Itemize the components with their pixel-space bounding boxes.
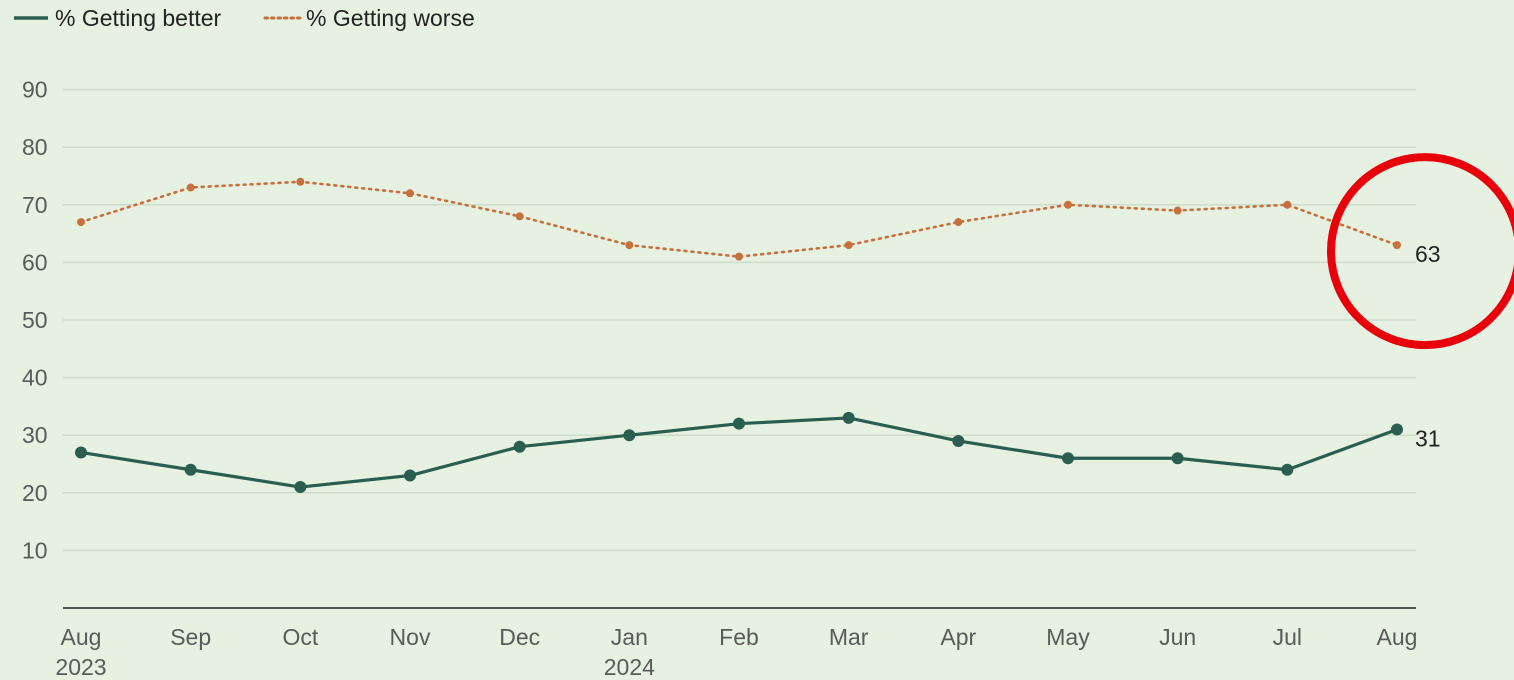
x-tick-label-6: Feb [719, 624, 759, 650]
x-year-label-5: 2024 [604, 654, 655, 680]
series-1-point-4 [515, 212, 524, 221]
series-1-point-9 [1064, 200, 1072, 209]
end-value-labels: 31 63 [1415, 241, 1441, 451]
x-tick-label-9: May [1046, 624, 1090, 650]
x-tick-label-4: Dec [499, 624, 540, 650]
highlight-circle [1327, 153, 1514, 350]
y-tick-label-40: 40 [22, 365, 48, 391]
x-axis-tick-labels: Aug 2023 Sep Oct Nov Dec Jan 2024 Feb Mar Apr May Ju… [55, 624, 1417, 680]
legend-label-better: % Getting better [55, 5, 222, 31]
y-axis-tick-labels: 10 20 30 40 50 60 70 80 90 [22, 77, 48, 564]
y-tick-label-70: 70 [22, 192, 48, 218]
y-tick-label-10: 10 [22, 537, 48, 563]
series-0-point-12 [1391, 423, 1403, 436]
series-1-point-11 [1283, 200, 1292, 209]
series-0-point-3 [404, 469, 416, 482]
x-tick-label-8: Apr [940, 624, 976, 650]
y-tick-label-20: 20 [22, 480, 48, 506]
y-tick-label-60: 60 [22, 249, 48, 275]
legend-item-better: % Getting better [14, 5, 222, 31]
series-0-point-0 [75, 446, 87, 459]
series-1-point-7 [844, 241, 853, 250]
end-label-series-0: 31 [1415, 425, 1441, 451]
end-label-series-1: 63 [1415, 241, 1441, 267]
x-tick-label-11: Jul [1273, 624, 1302, 650]
x-tick-label-10: Jun [1159, 624, 1196, 650]
series-1-point-12 [1393, 241, 1401, 250]
series-1-point-3 [406, 189, 414, 198]
chart-series [75, 177, 1403, 494]
series-0-point-10 [1171, 452, 1184, 465]
x-tick-label-2: Oct [282, 624, 318, 650]
series-0-point-11 [1281, 463, 1294, 476]
chart-legend: % Getting better % Getting worse [14, 5, 475, 31]
y-tick-label-50: 50 [22, 307, 48, 333]
series-0-point-1 [184, 463, 197, 476]
x-tick-label-7: Mar [829, 624, 869, 650]
series-line-1 [79, 180, 1399, 258]
x-tick-label-3: Nov [390, 624, 431, 650]
x-tick-label-1: Sep [170, 624, 211, 650]
x-tick-label-5: Jan [611, 624, 648, 650]
series-0-point-6 [733, 417, 745, 430]
series-1-point-10 [1173, 206, 1182, 215]
series-0-point-2 [294, 481, 307, 494]
series-0-point-7 [842, 411, 855, 424]
y-tick-label-80: 80 [22, 134, 48, 160]
series-0-point-4 [513, 440, 526, 453]
grid-lines [63, 88, 1416, 552]
y-tick-label-90: 90 [22, 77, 48, 103]
x-year-label-0: 2023 [55, 654, 106, 680]
series-1-point-0 [77, 218, 85, 227]
y-tick-label-30: 30 [22, 422, 48, 448]
legend-label-worse: % Getting worse [306, 5, 475, 31]
series-0-point-8 [952, 434, 965, 447]
series-1-point-8 [954, 218, 963, 227]
series-1-point-1 [186, 183, 195, 192]
series-1-point-5 [625, 241, 634, 250]
series-0-point-9 [1062, 452, 1074, 465]
x-tick-label-0: Aug [61, 624, 102, 650]
series-1-point-6 [735, 252, 743, 261]
series-1-point-2 [296, 177, 305, 186]
legend-item-worse: % Getting worse [263, 5, 475, 31]
highlight-annotation [1327, 153, 1514, 350]
x-tick-label-12: Aug [1377, 624, 1418, 650]
series-0-point-5 [623, 429, 636, 442]
